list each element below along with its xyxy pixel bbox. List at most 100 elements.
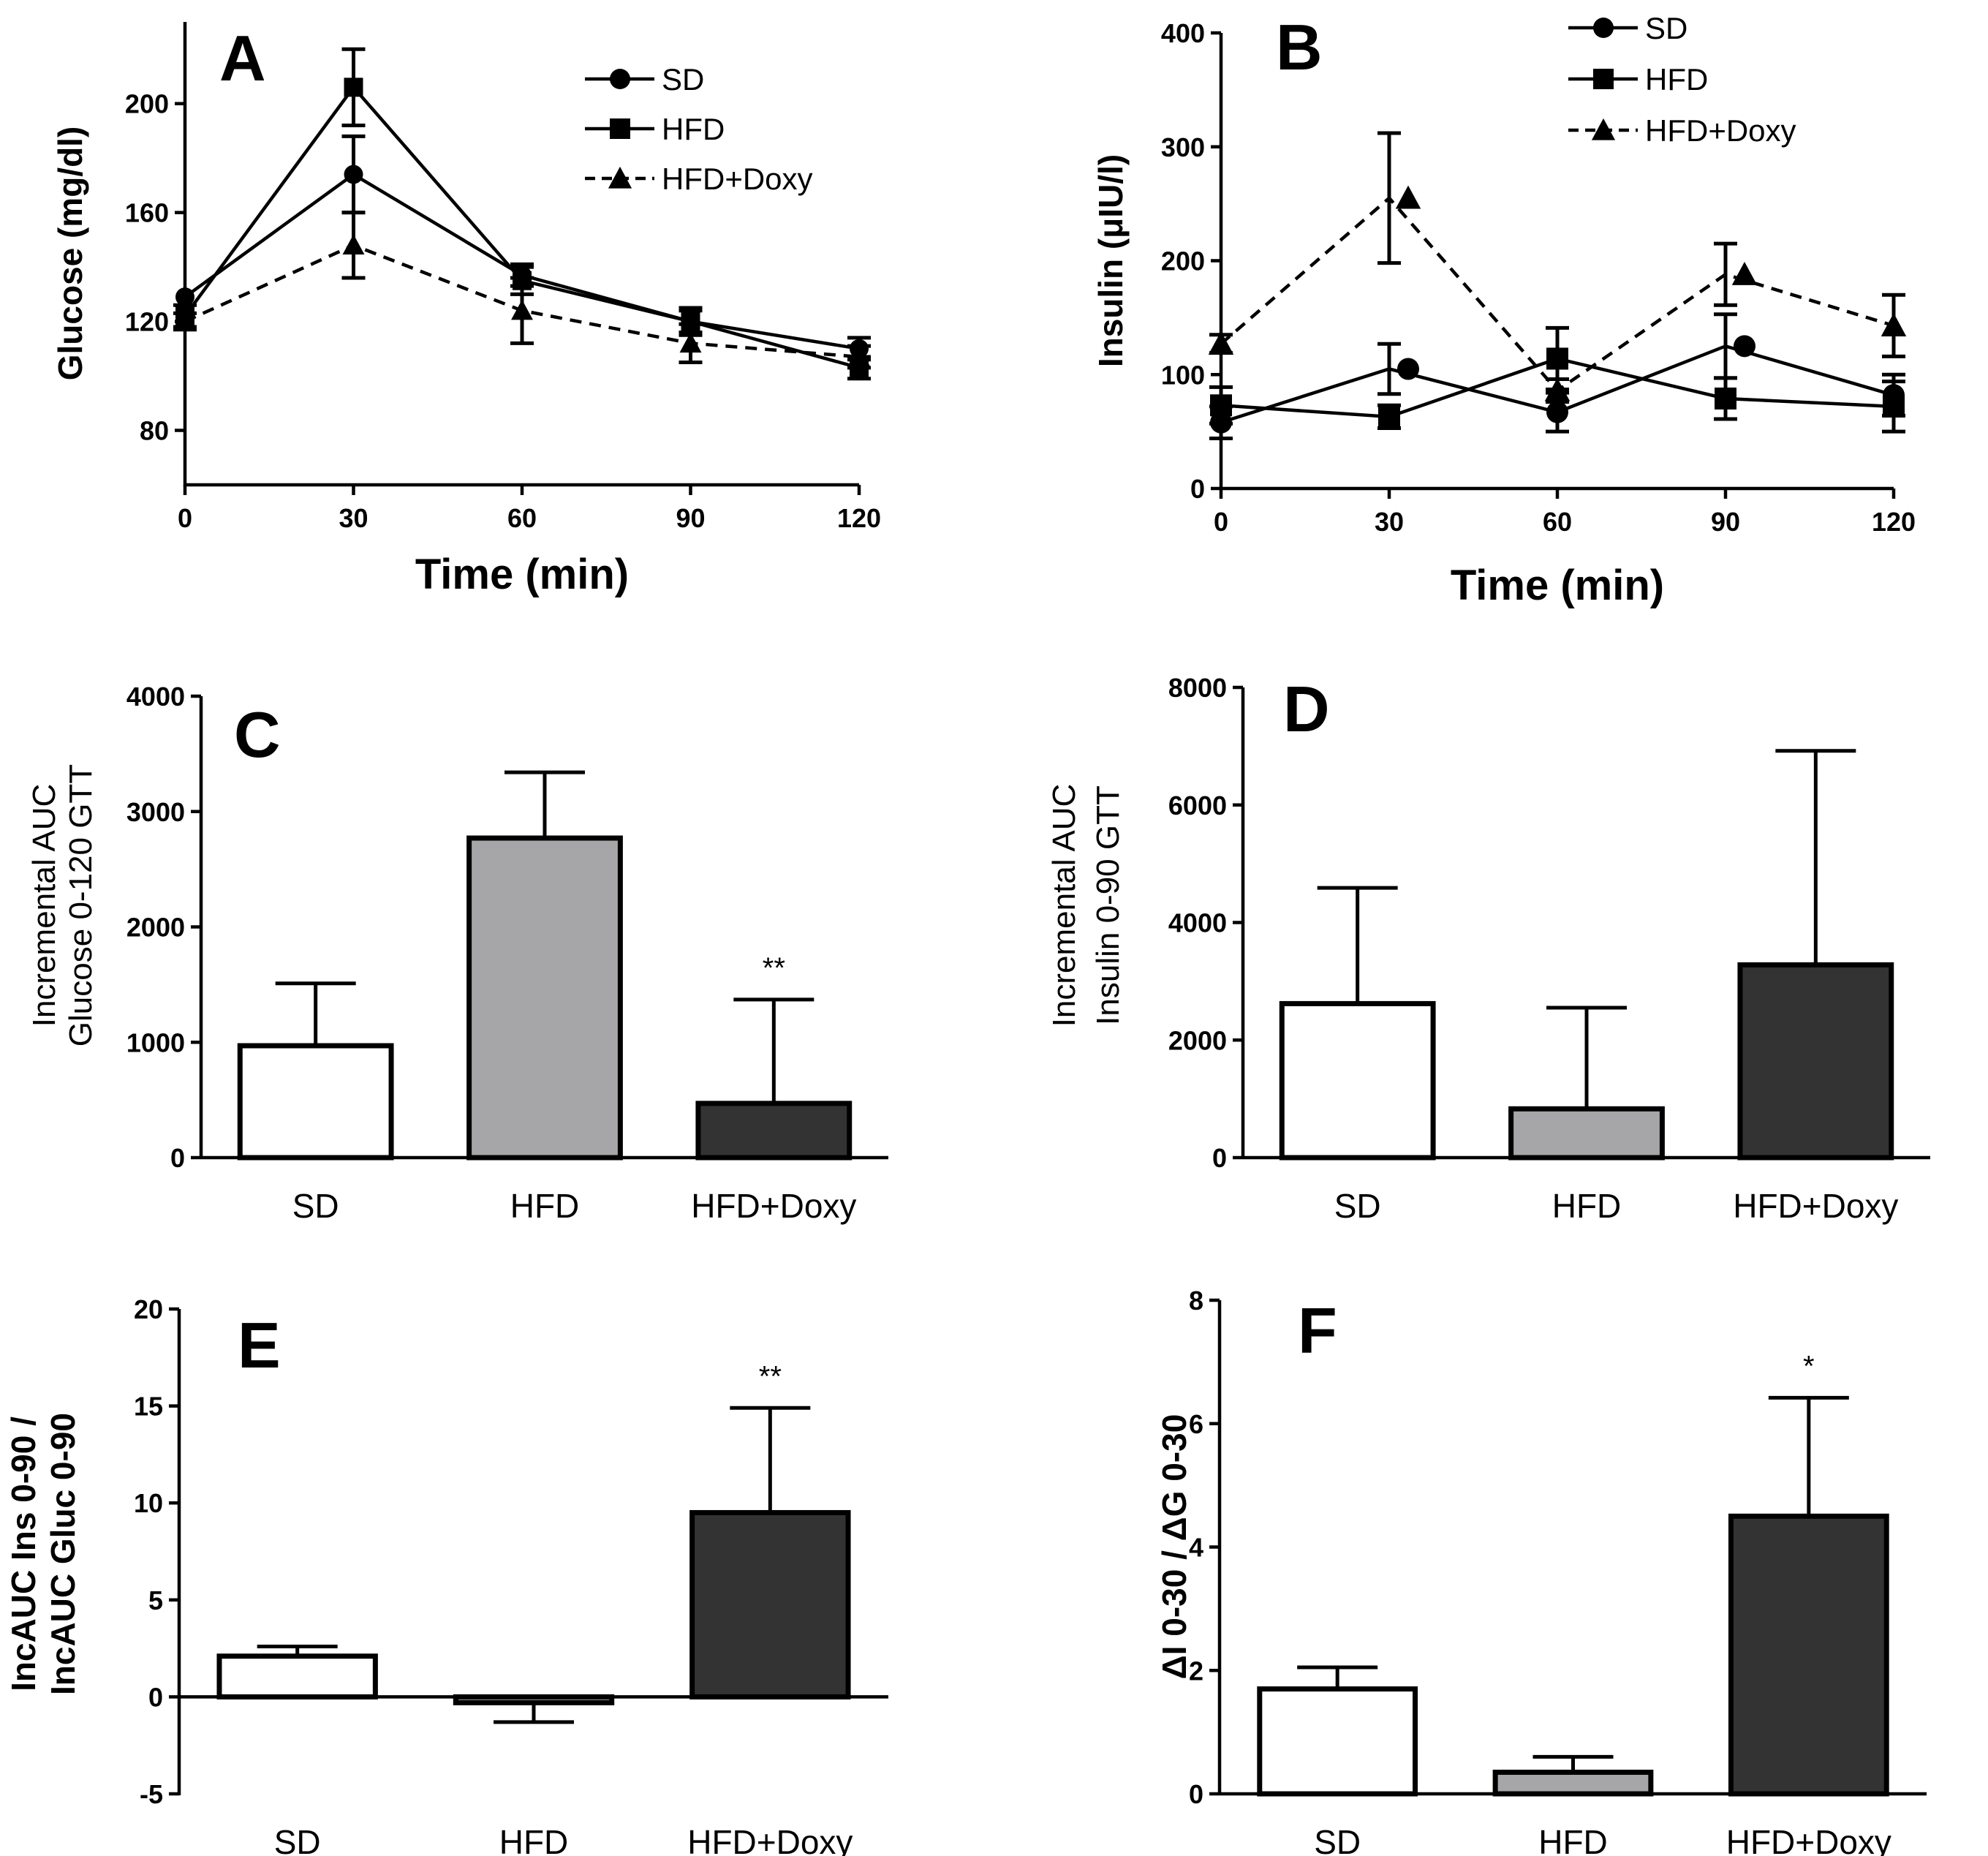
A-x-tick-label: 120	[837, 503, 881, 533]
F-y-tick-label: 8	[1189, 1286, 1203, 1316]
C-significance-mark: **	[763, 952, 785, 984]
E-bar-HFD+Doxy	[689, 1509, 851, 1700]
A-y-tick-label: 80	[140, 416, 169, 446]
A-legend-label: HFD	[662, 112, 725, 146]
E-y-axis-label: IncAUC Ins 0-90 /	[4, 1416, 42, 1691]
F-y-tick-label: 4	[1189, 1533, 1203, 1563]
D-bar-HFD	[1508, 1106, 1665, 1161]
A-x-tick-label: 0	[178, 503, 192, 533]
C-bar-SD	[237, 1043, 394, 1161]
B-y-tick-label: 300	[1161, 132, 1205, 162]
A-x-tick-label: 90	[676, 503, 705, 533]
B-x-tick-label: 30	[1375, 507, 1404, 537]
chart-D: 0 2000 4000 6000 8000 SD HFD HFD+Doxy D Increment…	[1046, 673, 1930, 1225]
B-y-tick-label: 400	[1161, 18, 1205, 48]
B-point-triangle	[1544, 377, 1571, 401]
E-y-tick-label: 20	[134, 1294, 163, 1324]
E-y-tick-label: 10	[134, 1488, 163, 1518]
D-y-tick-label: 8000	[1168, 673, 1227, 703]
E-category-label: SD	[274, 1823, 321, 1856]
A-legend-marker	[608, 166, 632, 189]
B-legend-label: HFD	[1645, 62, 1708, 97]
A-legend-label: HFD+Doxy	[662, 162, 813, 196]
E-y-tick-label: 15	[134, 1392, 163, 1422]
E-bar-SD	[216, 1653, 378, 1700]
F-y-tick-label: 6	[1189, 1409, 1203, 1439]
B-point-triangle	[1731, 261, 1758, 285]
B-point-circle	[1546, 401, 1568, 423]
C-y-tick-label: 3000	[126, 797, 185, 827]
F-category-label: HFD+Doxy	[1726, 1823, 1891, 1856]
A-legend-item: SD	[585, 62, 704, 97]
A-point-square	[344, 78, 363, 97]
B-legend-item: HFD+Doxy	[1568, 113, 1796, 148]
chart-F: 0 2 4 6 8 SD HFD HFD+Doxy * F ΔI 0-30 / ΔG 0-30	[1155, 1286, 1927, 1856]
B-point-square	[1883, 395, 1905, 418]
F-bar-SD	[1257, 1686, 1418, 1797]
A-legend-item: HFD+Doxy	[585, 162, 813, 196]
B-y-tick-label: 0	[1190, 474, 1205, 504]
F-y-axis-label: ΔI 0-30 / ΔG 0-30	[1155, 1414, 1193, 1680]
A-panel-label: A	[219, 22, 266, 94]
A-point-triangle	[511, 299, 533, 320]
F-significance-mark: *	[1803, 1350, 1815, 1382]
B-legend-marker	[1593, 18, 1614, 38]
F-y-tick-label: 0	[1189, 1779, 1203, 1809]
F-category-label: SD	[1314, 1823, 1361, 1856]
C-y-tick-label: 0	[170, 1143, 185, 1173]
chart-B: 0 100 200 300 400 0 30 60 90 120 B Time (min) Insuli…	[1092, 11, 1916, 609]
A-point-triangle	[848, 346, 870, 366]
A-legend-label: SD	[662, 62, 704, 97]
B-legend-label: SD	[1645, 11, 1687, 45]
F-y-tick-label: 2	[1189, 1656, 1203, 1686]
B-point-square	[1210, 394, 1232, 417]
A-y-tick-label: 120	[125, 307, 169, 337]
E-bar-HFD	[453, 1694, 615, 1705]
C-bar-HFD+Doxy	[695, 1101, 853, 1161]
A-y-tick-label: 200	[125, 89, 169, 119]
B-series-sd	[1209, 312, 1905, 440]
A-series-hfd-doxy	[173, 211, 871, 370]
E-y-tick-label: 0	[148, 1682, 163, 1712]
D-y-axis-label: Insulin 0-90 GTT	[1090, 785, 1126, 1025]
B-legend-item: HFD	[1568, 62, 1708, 97]
C-panel-label: C	[234, 698, 281, 771]
E-y-tick-label: 5	[148, 1585, 163, 1615]
D-category-label: HFD+Doxy	[1733, 1187, 1898, 1225]
B-point-square	[1546, 347, 1568, 370]
B-point-circle	[1397, 358, 1419, 380]
E-y-tick-label: -5	[140, 1779, 163, 1809]
D-category-label: HFD	[1552, 1187, 1622, 1225]
B-point-triangle	[1395, 185, 1421, 209]
B-x-tick-label: 120	[1872, 507, 1916, 537]
A-point-triangle	[679, 332, 702, 353]
B-y-tick-label: 200	[1161, 246, 1205, 276]
chart-C: 0 1000 2000 3000 4000 SD HFD HFD+Doxy ** C Increme…	[26, 682, 888, 1225]
B-point-square	[1378, 405, 1400, 428]
B-series-hfd-doxy	[1208, 131, 1907, 404]
B-panel-label: B	[1276, 11, 1323, 83]
B-point-square	[1715, 387, 1736, 410]
chart-E: -5 0 5 10 15 20 SD HFD HFD+Doxy ** E IncAUC Ins 0-9…	[4, 1294, 888, 1856]
F-bar-HFD	[1492, 1769, 1654, 1797]
B-point-triangle	[1881, 313, 1907, 336]
B-x-tick-label: 90	[1711, 507, 1740, 537]
D-panel-label: D	[1283, 673, 1330, 745]
A-x-axis-label: Time (min)	[415, 551, 629, 598]
E-panel-label: E	[238, 1309, 281, 1381]
D-y-axis-label: Incremental AUC	[1046, 784, 1082, 1027]
B-point-circle	[1734, 335, 1755, 358]
D-y-tick-label: 4000	[1168, 908, 1227, 938]
F-bar-HFD+Doxy	[1728, 1513, 1889, 1797]
C-y-tick-label: 2000	[126, 913, 185, 943]
D-category-label: SD	[1334, 1187, 1381, 1225]
C-y-axis-label: Glucose 0-120 GTT	[63, 764, 99, 1046]
D-y-tick-label: 0	[1212, 1143, 1227, 1173]
B-legend-label: HFD+Doxy	[1645, 113, 1796, 148]
A-y-axis-label: Glucose (mg/dl)	[51, 127, 89, 381]
A-point-triangle	[174, 310, 196, 331]
B-y-tick-label: 100	[1161, 360, 1205, 390]
B-x-tick-label: 60	[1543, 507, 1572, 537]
A-x-tick-label: 60	[507, 503, 537, 533]
D-bar-HFD+Doxy	[1737, 962, 1894, 1161]
